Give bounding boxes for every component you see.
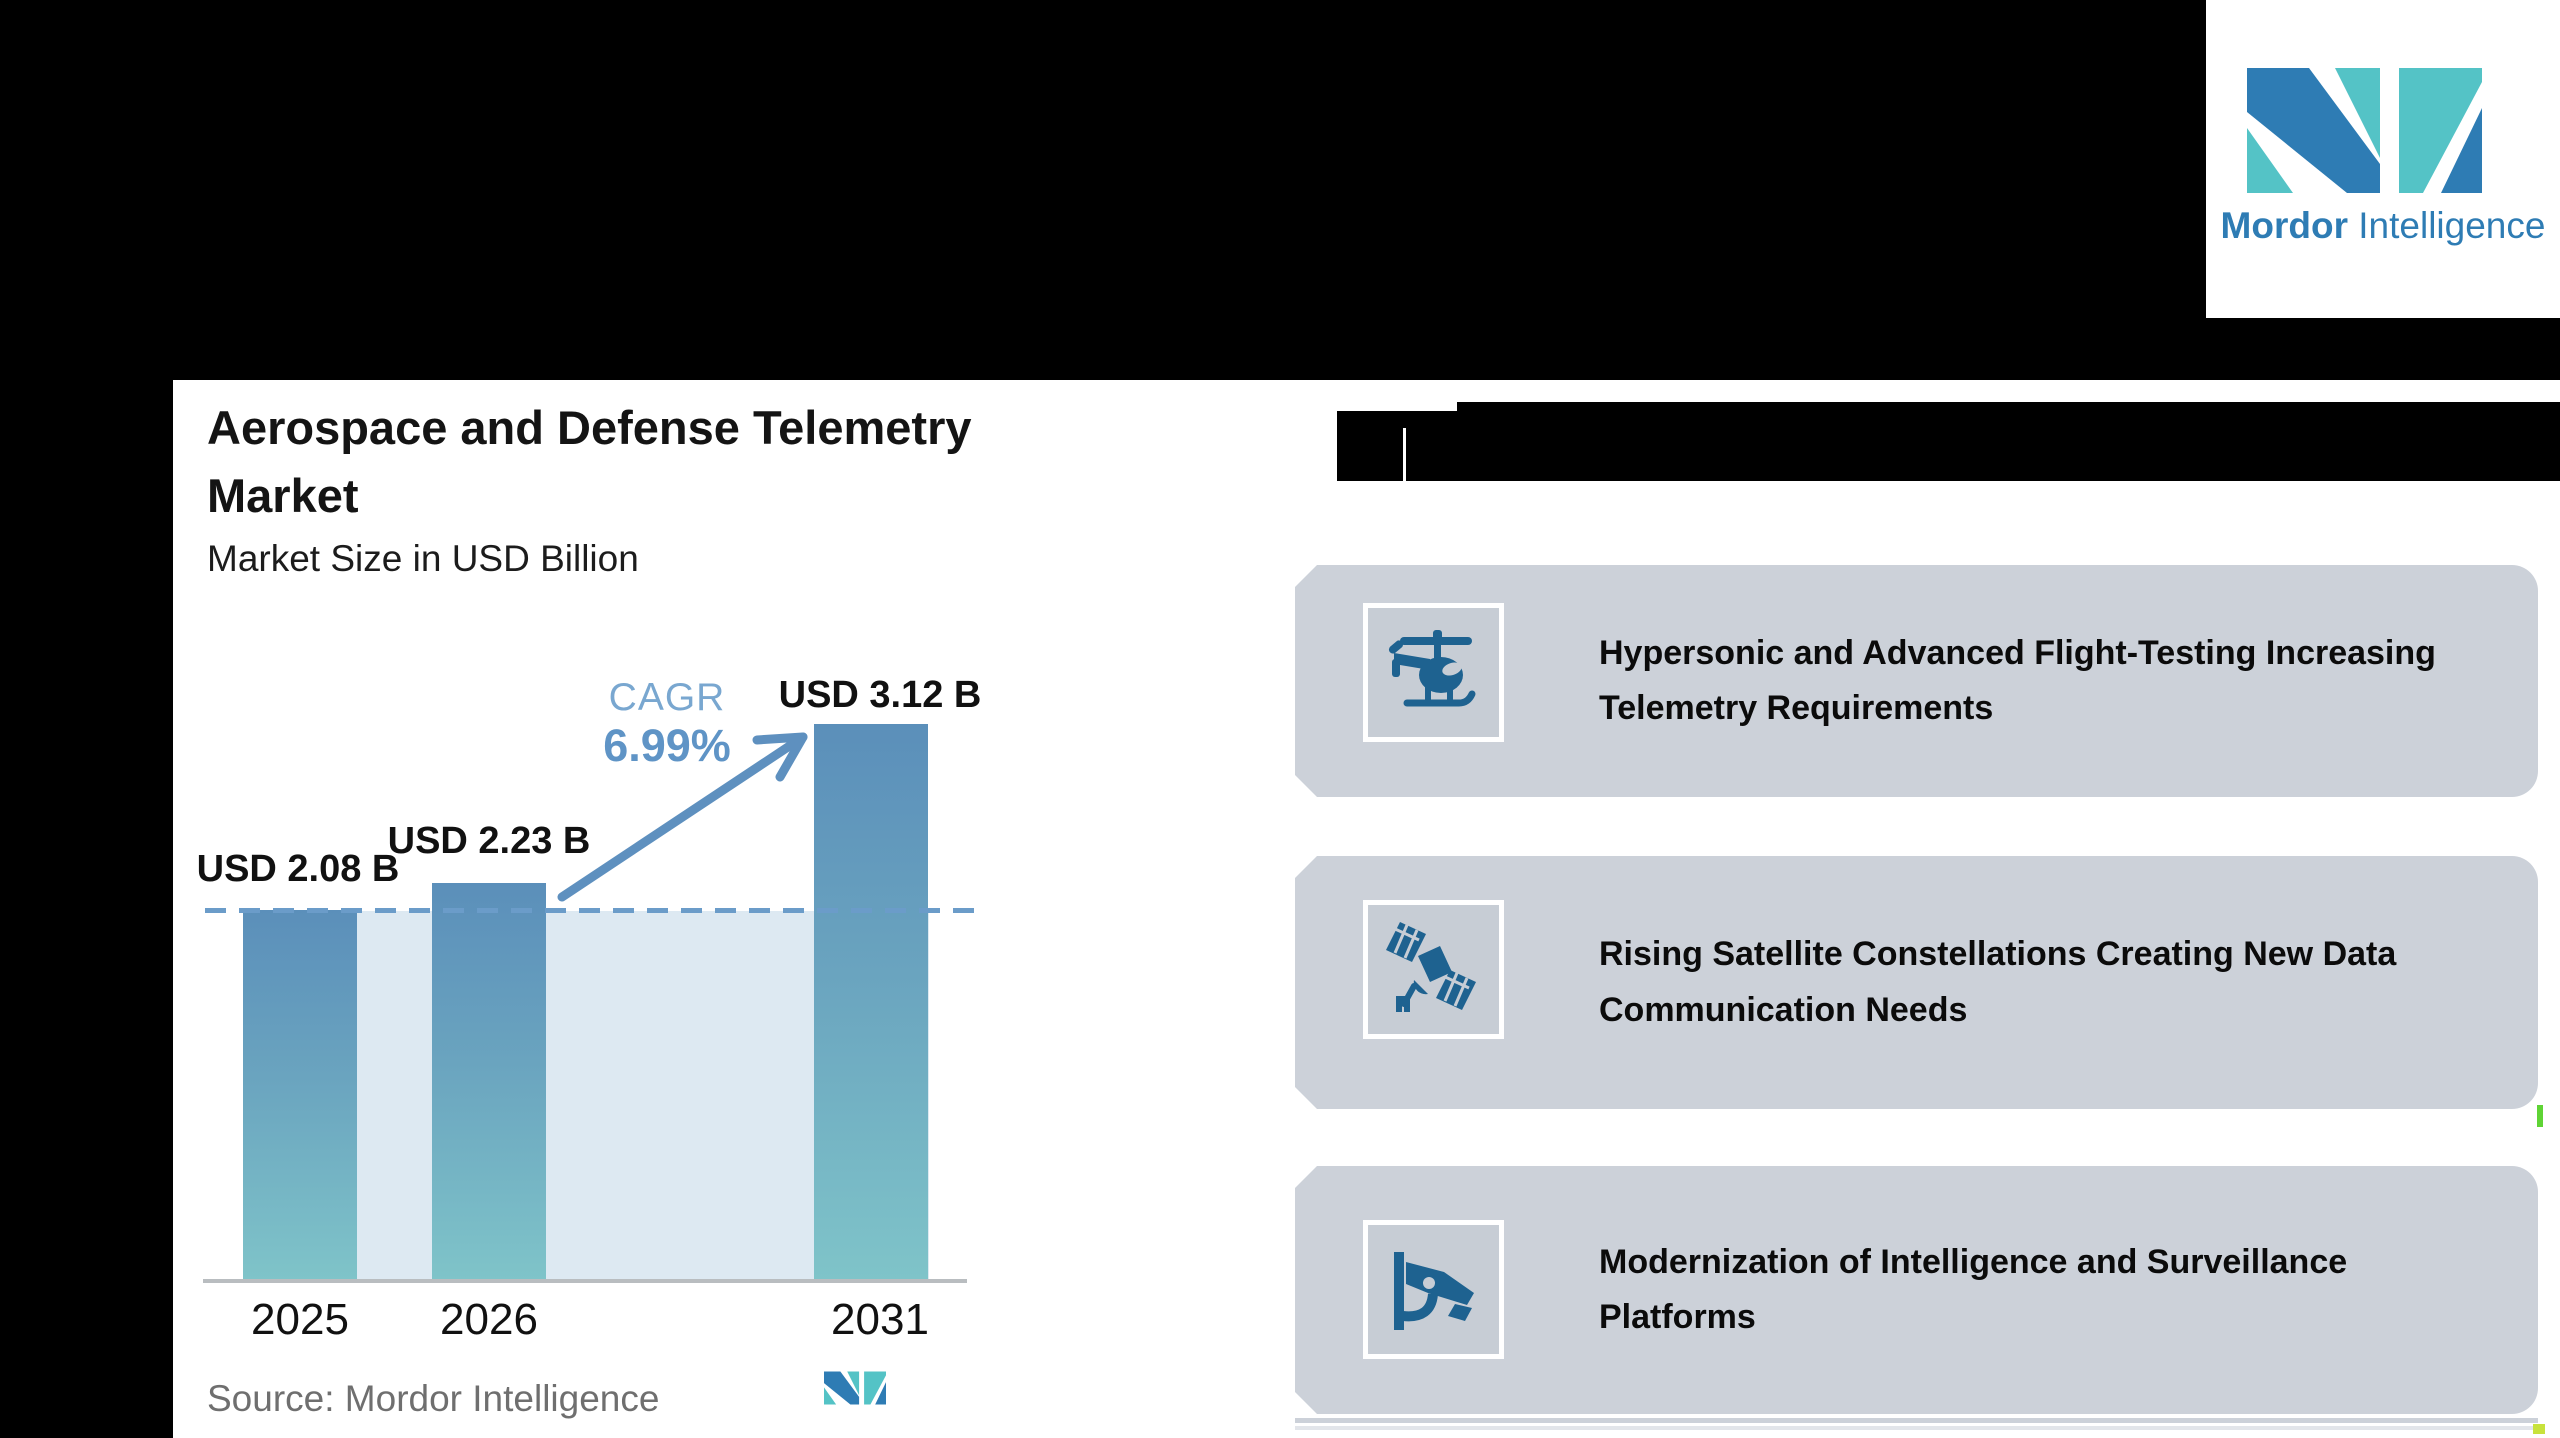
card-icon-box (1363, 603, 1504, 742)
card-stack-edge (1295, 1426, 2538, 1430)
driver-card-text: Rising Satellite Constellations Creating… (1599, 935, 2397, 1029)
x-axis-line (203, 1279, 967, 1283)
source-line: Source: Mordor Intelligence (207, 1378, 659, 1420)
cagr-value: 6.99% (603, 720, 731, 771)
chart-subtitle: Market Size in USD Billion (207, 538, 639, 579)
brand-wordmark: Mordor Intelligence (2206, 205, 2560, 247)
x-tick-label: 2031 (831, 1295, 929, 1344)
redacted-heading-gap (1403, 428, 1406, 481)
cagr-label: CAGR (608, 676, 726, 719)
chart-title: Aerospace and Defense Telemetry Market (207, 394, 987, 530)
mordor-intelligence-logo-icon (2247, 68, 2482, 193)
bar-value-label: USD 3.12 B (778, 674, 982, 716)
brand-logo-box: Mordor Intelligence (2206, 0, 2560, 318)
card-icon-box (1363, 1220, 1504, 1359)
redacted-heading-fragment (1337, 411, 1458, 481)
cctv-icon (1384, 1240, 1484, 1340)
render-artifact (2533, 1424, 2545, 1434)
x-tick-label: 2025 (251, 1295, 349, 1344)
driver-card-surveillance: Modernization of Intelligence and Survei… (1295, 1166, 2538, 1414)
card-icon-box (1363, 900, 1504, 1039)
driver-card-flight-testing: Hypersonic and Advanced Flight-Testing I… (1295, 565, 2538, 797)
driver-card-text: Hypersonic and Advanced Flight-Testing I… (1599, 633, 2436, 727)
x-tick-label: 2026 (440, 1295, 538, 1344)
brand-light: Intelligence (2358, 205, 2546, 246)
source-value: Mordor Intelligence (344, 1378, 660, 1419)
chart-title-line1: Aerospace and Defense Telemetry (207, 401, 972, 454)
helicopter-icon (1384, 623, 1484, 723)
bar-2026 (432, 883, 546, 1281)
render-artifact (2537, 1105, 2543, 1127)
bar-2025 (243, 910, 357, 1281)
bar-2031 (814, 724, 928, 1281)
content-panel: Aerospace and Defense Telemetry Market M… (173, 380, 2560, 1438)
source-label: Source: (207, 1378, 335, 1419)
brand-bold: Mordor (2220, 205, 2348, 246)
satellite-icon (1384, 920, 1484, 1020)
driver-card-text: Modernization of Intelligence and Survei… (1599, 1242, 2348, 1336)
card-stack-edge (1295, 1418, 2538, 1423)
mordor-mini-logo-icon (824, 1371, 886, 1405)
chart-title-line2: Market (207, 469, 359, 523)
dashed-reference-line (205, 908, 985, 913)
bar-value-label: USD 2.08 B (196, 848, 400, 890)
driver-card-satellite: Rising Satellite Constellations Creating… (1295, 856, 2538, 1109)
redacted-heading-bar (1457, 402, 2560, 481)
bar-value-label: USD 2.23 B (387, 820, 591, 862)
